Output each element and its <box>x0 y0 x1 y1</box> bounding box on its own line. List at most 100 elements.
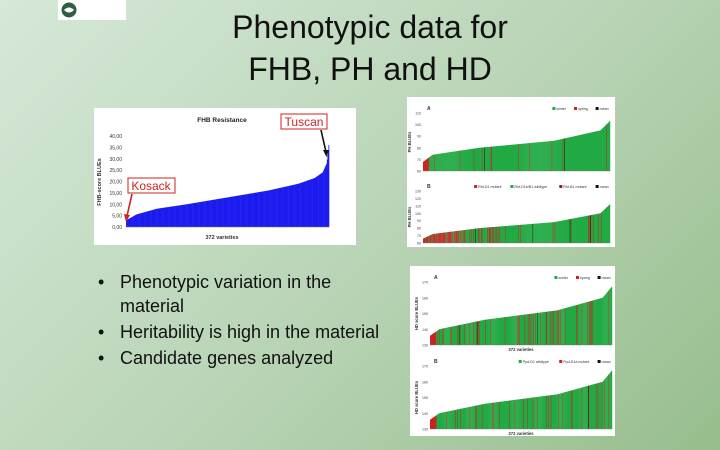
panel-bar <box>531 397 533 429</box>
fhb-bar <box>292 185 294 227</box>
panel-bar <box>568 137 570 171</box>
panel-bar <box>527 143 528 171</box>
panel-bar <box>608 204 610 243</box>
panel-bar <box>594 214 596 243</box>
panel-bar <box>554 221 556 243</box>
panel-bar <box>534 313 536 345</box>
panel-bar <box>532 223 534 243</box>
fhb-bar <box>250 193 252 227</box>
panel-bar <box>581 387 582 429</box>
panel-bar <box>599 213 601 243</box>
panel-bar <box>486 147 488 171</box>
panel-bar <box>596 383 598 429</box>
panel-bar <box>578 217 580 243</box>
panel-bar <box>521 398 523 429</box>
panel-bar <box>508 316 510 345</box>
fhb-bar <box>132 216 134 227</box>
panel-bar <box>444 412 446 429</box>
panel-bar <box>457 151 458 171</box>
panel-bar <box>563 138 565 171</box>
panel-bar <box>529 143 531 171</box>
panel-bar <box>510 316 512 345</box>
panel-bar <box>438 329 440 345</box>
panel-bar <box>561 393 562 429</box>
panel-bar <box>606 123 608 171</box>
panel-bar <box>459 409 461 429</box>
fhb-bar <box>184 204 186 227</box>
panel-bar <box>521 143 523 171</box>
fhb-bar <box>258 192 260 227</box>
panel-bar <box>511 316 512 345</box>
panel-bar <box>561 139 562 171</box>
panel-bar <box>596 213 598 243</box>
panel-bar <box>475 405 476 429</box>
fhb-bar <box>268 190 270 227</box>
panel-bar <box>579 388 580 429</box>
panel-bar <box>495 318 497 345</box>
panel-bar <box>548 311 550 345</box>
fhb-bar <box>162 207 164 227</box>
panel-bar <box>527 398 529 429</box>
panel-bar <box>461 150 462 171</box>
panel-bar <box>508 145 510 171</box>
panel-bar <box>606 206 608 243</box>
panel-bar <box>535 397 537 429</box>
panel-bar <box>524 314 526 345</box>
panel-bar <box>562 308 564 345</box>
fhb-bar <box>256 192 258 227</box>
fhb-bar <box>166 207 168 227</box>
panel-bar <box>466 229 467 243</box>
panel-bar <box>584 133 586 171</box>
panel-bar <box>591 214 593 243</box>
panel-bar <box>547 395 549 429</box>
panel-bar <box>434 154 435 171</box>
panel-bar <box>506 225 508 243</box>
fhb-bar <box>175 205 176 227</box>
fhb-bar <box>310 179 312 227</box>
panel-bar <box>542 223 544 243</box>
panel-bar <box>493 318 494 345</box>
panel-bar <box>438 233 440 243</box>
panel-bar <box>575 217 577 243</box>
slide-title: Phenotypic data for FHB, PH and HD <box>150 6 590 90</box>
panel-bar <box>590 385 592 429</box>
panel-bar <box>485 227 487 243</box>
legend-label: mean <box>600 107 609 111</box>
panel-bar <box>506 400 508 429</box>
panel-y-tick-label: 70 <box>417 158 421 162</box>
panel-bar <box>560 393 562 429</box>
panel-bar <box>515 144 517 171</box>
panel-bar <box>464 407 466 429</box>
panel-bar <box>487 227 489 243</box>
panel-bar <box>459 230 461 243</box>
fhb-bar <box>129 218 131 227</box>
panel-bar <box>463 408 465 429</box>
panel-bar <box>588 215 590 243</box>
panel-y-tick-label: 160 <box>422 296 428 300</box>
fhb-bar <box>282 187 283 227</box>
panel-bar <box>457 230 458 243</box>
fhb-bar <box>277 188 279 227</box>
panel-bar <box>594 383 596 429</box>
fhb-bar <box>292 184 294 227</box>
panel-bar <box>585 133 587 171</box>
panel-bar <box>562 308 563 345</box>
panel-bar <box>479 404 481 429</box>
panel-bar <box>494 402 496 429</box>
panel-bar <box>520 399 521 429</box>
panel-bar <box>520 315 521 345</box>
panel-bar <box>584 302 586 345</box>
panel-bar <box>583 216 585 243</box>
panel-bar <box>426 159 427 171</box>
panel-bar <box>538 312 540 345</box>
panel-bar <box>465 229 467 243</box>
panel-bar <box>591 132 593 171</box>
panel-bar <box>543 141 544 171</box>
panel-bar <box>432 234 434 243</box>
fhb-bar <box>313 178 315 227</box>
fhb-bar <box>194 202 196 227</box>
panel-bar <box>475 321 477 345</box>
panel-bar <box>491 227 493 243</box>
panel-bar <box>491 146 493 171</box>
panel-bar <box>491 227 493 243</box>
